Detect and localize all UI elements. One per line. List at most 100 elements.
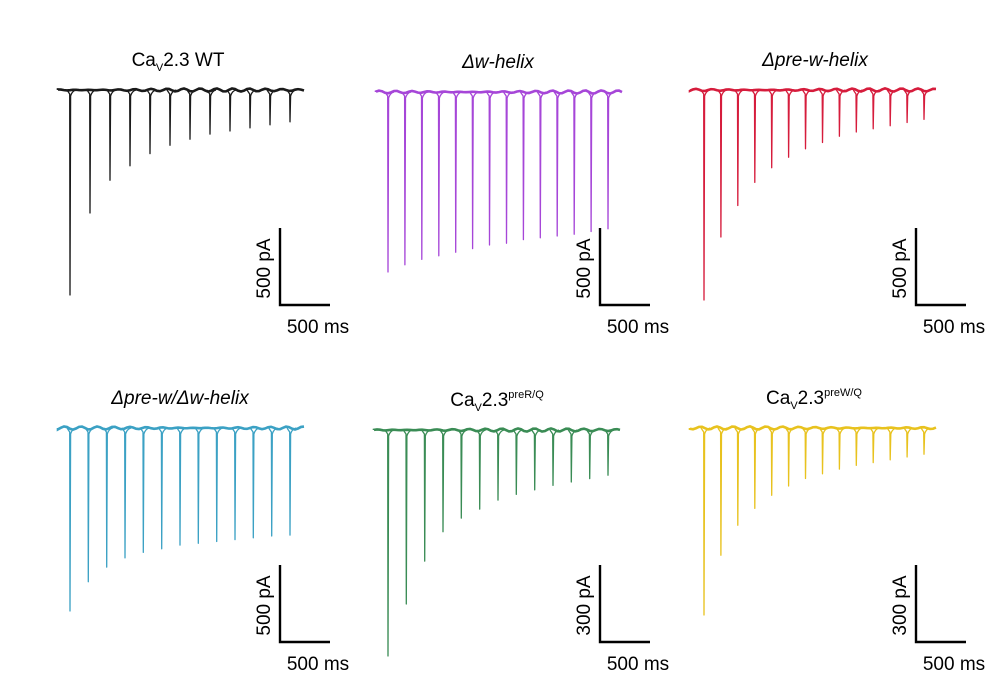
current-pulse xyxy=(549,429,560,487)
title-main: Δpre-w-helix xyxy=(761,50,869,71)
current-pulse xyxy=(717,427,728,556)
current-pulse xyxy=(66,427,77,612)
title-subscript: V xyxy=(156,62,164,74)
scale-bar-current-label: 500 pA xyxy=(890,238,911,299)
scale-bar-current-label: 500 pA xyxy=(254,238,275,299)
current-pulse xyxy=(531,429,541,491)
title-subscript: V xyxy=(475,402,483,414)
current-pulse xyxy=(785,89,795,158)
current-pulse xyxy=(717,89,728,238)
current-pulse xyxy=(734,89,744,207)
panel-4: Δpre-w/Δw-helix 500 pA 500 ms xyxy=(56,388,349,675)
current-pulse xyxy=(213,427,223,543)
panel-title: CaV2.3preR/Q xyxy=(450,389,544,414)
current-pulse xyxy=(519,91,530,241)
title-main: Δw-helix xyxy=(461,52,535,73)
current-pulse xyxy=(206,89,217,135)
current-pulse xyxy=(194,427,205,544)
current-pulse xyxy=(920,89,931,121)
current-pulse xyxy=(869,89,880,130)
current-pulse xyxy=(494,429,505,501)
current-pulse xyxy=(903,427,914,458)
current-pulse xyxy=(402,429,413,605)
scale-bar-current-label: 300 pA xyxy=(574,575,595,636)
current-pulse xyxy=(84,427,95,583)
current-pulse xyxy=(903,89,914,124)
current-pulse xyxy=(435,91,445,257)
baseline-trace xyxy=(688,425,937,431)
panel-3: Δpre-w-helix 500 pA 500 ms xyxy=(688,50,985,338)
current-pulse xyxy=(439,429,450,533)
scale-bar-time-label: 500 ms xyxy=(923,654,985,675)
scale-bar xyxy=(598,228,650,307)
title-main: 2.3 xyxy=(798,388,824,409)
current-pulse xyxy=(801,427,812,480)
title-main: 2.3 WT xyxy=(163,50,225,71)
panel-title: CaV2.3preW/Q xyxy=(766,387,862,412)
current-pulse xyxy=(852,89,863,133)
scale-bar xyxy=(914,565,966,644)
current-pulse xyxy=(768,89,778,169)
current-pulse xyxy=(268,427,278,537)
current-pulse xyxy=(700,89,711,301)
current-pulse xyxy=(801,89,812,150)
current-pulse xyxy=(186,89,197,140)
title-superscript: preR/Q xyxy=(508,389,544,401)
baseline-trace xyxy=(56,87,305,93)
current-pulse xyxy=(476,429,486,510)
current-pulse xyxy=(485,91,496,246)
scale-bar-current-label: 300 pA xyxy=(890,575,911,636)
current-pulse xyxy=(567,429,578,483)
current-pulse xyxy=(86,89,97,214)
current-pulse xyxy=(586,429,596,480)
current-pulse xyxy=(700,427,711,616)
current-pulse xyxy=(886,89,897,127)
current-pulse xyxy=(920,427,931,455)
current-pulse xyxy=(126,89,137,167)
current-pulse xyxy=(835,427,846,470)
current-pulse xyxy=(266,89,277,126)
current-pulse xyxy=(452,91,462,253)
current-pulse xyxy=(66,89,77,296)
current-pulse xyxy=(751,89,761,184)
panel-title: Δw-helix xyxy=(461,52,535,73)
scale-bar-time-label: 500 ms xyxy=(607,317,669,338)
scale-bar-time-label: 500 ms xyxy=(923,317,985,338)
scale-bar-time-label: 500 ms xyxy=(607,654,669,675)
panel-2: Δw-helix 500 pA 500 ms xyxy=(374,52,669,338)
current-pulse xyxy=(553,91,564,237)
current-pulse xyxy=(457,429,468,519)
panel-5: CaV2.3preR/Q 300 pA 500 ms xyxy=(372,389,669,675)
panel-title: Δpre-w/Δw-helix xyxy=(110,388,250,409)
current-pulse xyxy=(604,91,615,230)
current-pulse xyxy=(421,429,431,562)
scale-bar-time-label: 500 ms xyxy=(287,317,349,338)
current-pulse xyxy=(869,427,880,464)
current-pulse xyxy=(286,89,297,123)
scale-bar xyxy=(278,565,330,644)
current-pulse xyxy=(384,429,395,657)
panel-title: CaV2.3 WT xyxy=(132,50,225,74)
current-pulse xyxy=(166,89,177,146)
title-main: 2.3 xyxy=(482,390,508,411)
baseline-trace xyxy=(56,425,305,432)
current-pulse xyxy=(768,427,778,496)
current-pulse xyxy=(785,427,795,487)
current-pulse xyxy=(818,427,829,475)
current-pulse xyxy=(106,89,117,181)
title-prefix: Ca xyxy=(132,50,157,71)
current-pulse xyxy=(604,429,615,476)
scale-bar-current-label: 500 pA xyxy=(254,575,275,636)
current-pulse xyxy=(103,427,113,568)
scale-bar-current-label: 500 pA xyxy=(574,238,595,299)
panel-title: Δpre-w-helix xyxy=(761,50,869,71)
current-pulse xyxy=(734,427,744,526)
current-pulse xyxy=(246,89,257,129)
current-pulse xyxy=(176,427,187,546)
scale-bar xyxy=(278,228,330,307)
current-pulse xyxy=(886,427,897,461)
current-pulse xyxy=(146,89,157,155)
panel-1: CaV2.3 WT 500 pA 500 ms xyxy=(56,50,349,338)
current-pulse xyxy=(502,91,513,244)
